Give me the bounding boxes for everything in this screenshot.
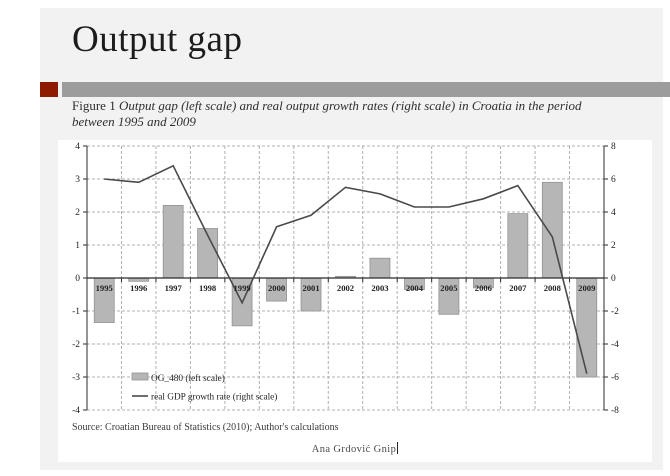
svg-text:-4: -4 [611,340,619,350]
svg-text:2003: 2003 [371,283,388,293]
svg-text:6: 6 [611,175,616,185]
output-gap-chart: 4 8 3 6 2 4 1 2 0 0 -1 -2 -2 -4 -3 -6 -4 -8 1995 1996 1997 19… [72,142,619,416]
svg-text:0: 0 [75,274,80,284]
svg-text:2: 2 [75,208,80,218]
gdp-growth-line [104,164,588,374]
footer: Ana Grdović Gnip [58,442,652,455]
svg-text:2005: 2005 [440,283,457,293]
svg-text:2000: 2000 [268,283,285,293]
svg-text:2008: 2008 [544,283,562,293]
svg-text:1997: 1997 [165,283,183,293]
footer-author: Ana Grdović Gnip [311,444,397,455]
svg-text:2006: 2006 [475,283,493,293]
bar-1997 [162,205,184,279]
svg-text:8: 8 [611,142,616,152]
slide: Output gap Figure 1 Output gap (left sca… [40,8,670,470]
svg-text:1995: 1995 [96,283,113,293]
legend-line-label: real GDP growth rate (right scale) [151,392,277,403]
chart-canvas: 4 8 3 6 2 4 1 2 0 0 -1 -2 -2 -4 -3 -6 -4 -8 1995 1996 1997 19… [58,140,652,462]
svg-text:4: 4 [75,142,80,152]
figure-caption-prefix: Figure 1 [72,98,119,113]
figure-caption-italic: Output gap (left scale) and real output … [72,98,582,129]
bar-2003 [369,257,391,279]
svg-text:4: 4 [611,208,616,218]
svg-text:2: 2 [611,241,616,251]
svg-text:2009: 2009 [578,283,595,293]
svg-text:-6: -6 [611,373,619,383]
svg-text:-2: -2 [72,340,80,350]
svg-text:1: 1 [75,241,80,251]
bar-2007 [507,213,529,279]
svg-text:-2: -2 [611,307,619,317]
svg-text:2001: 2001 [302,283,319,293]
slide-title: Output gap [72,19,243,60]
svg-text:1998: 1998 [199,283,217,293]
svg-text:3: 3 [75,175,80,185]
svg-text:0: 0 [611,274,616,284]
accent-square [40,82,58,97]
legend-bar-swatch [131,372,149,381]
svg-text:2004: 2004 [406,283,424,293]
svg-text:-3: -3 [72,373,80,383]
svg-text:-1: -1 [72,307,80,317]
figure-caption: Figure 1 Output gap (left scale) and rea… [72,98,612,130]
text-cursor [397,442,399,454]
svg-text:1996: 1996 [130,283,148,293]
svg-text:2007: 2007 [509,283,527,293]
source-note: Source: Croatian Bureau of Statistics (2… [72,422,339,433]
accent-divider-bar [62,82,670,97]
legend-bar-label: OG_480 (left scale) [151,373,225,384]
svg-text:-4: -4 [72,406,80,416]
svg-text:1999: 1999 [234,283,251,293]
svg-text:2002: 2002 [337,283,354,293]
svg-text:-8: -8 [611,406,619,416]
